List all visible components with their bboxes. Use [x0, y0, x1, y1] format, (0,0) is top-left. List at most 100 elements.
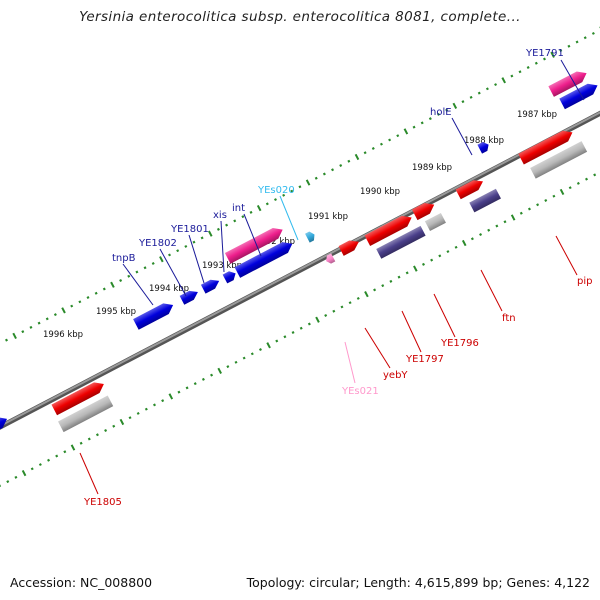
topology-summary: Topology: circular; Length: 4,615,899 bp… [246, 575, 590, 590]
tick-mark-upper [290, 189, 294, 193]
tick-mark-lower [21, 469, 27, 477]
map-title: Yersinia enterocolitica subsp. enterocol… [79, 9, 521, 25]
tick-mark-lower [275, 339, 279, 343]
tick-mark-upper [53, 313, 57, 317]
tick-mark-upper [241, 215, 245, 219]
tick-mark-upper [518, 70, 522, 74]
tick-mark-lower [210, 373, 214, 377]
gene-YEs021 [326, 253, 336, 264]
tick-mark-lower [217, 367, 222, 374]
tick-mark-lower [559, 188, 565, 196]
tick-mark-lower [242, 356, 246, 360]
kbp-label: 1991 kbp [308, 212, 348, 222]
tick-mark-lower [527, 207, 531, 211]
gene-rna-upper [224, 228, 283, 264]
tick-mark-upper [575, 40, 579, 44]
tick-mark-upper [363, 151, 367, 155]
tick-mark-lower [30, 467, 34, 471]
gene-YE1805 [51, 382, 104, 416]
kbp-label: 1988 kbp [464, 136, 504, 146]
tick-mark-lower [70, 444, 76, 451]
leader-line [188, 234, 205, 284]
tick-mark-lower [487, 228, 491, 232]
tick-mark-lower [104, 428, 108, 432]
tick-mark-upper [420, 121, 424, 125]
gene-label-YE1796: YE1796 [440, 338, 479, 349]
tick-mark-upper [526, 66, 530, 70]
kbp-label: 1990 kbp [360, 187, 400, 197]
tick-mark-upper [494, 83, 498, 87]
gene-label-YE1802: YE1802 [138, 238, 177, 249]
gene-YE1796-shadow [424, 212, 446, 232]
leader-line [279, 195, 299, 241]
gene-label-YE1797: YE1797 [405, 354, 444, 365]
tick-mark-upper [249, 210, 253, 214]
tick-mark-upper [168, 253, 172, 257]
gene-YE1791 [559, 83, 598, 110]
kbp-label: 1987 kbp [517, 110, 557, 120]
tick-mark-upper [61, 307, 66, 314]
tick-mark-lower [168, 393, 174, 400]
leader-line [79, 452, 99, 495]
tick-mark-upper [256, 204, 262, 212]
tick-mark-lower [79, 441, 83, 445]
tick-mark-upper [78, 300, 82, 304]
tick-mark-upper [21, 330, 25, 334]
tick-mark-upper [542, 57, 546, 61]
tick-mark-upper [305, 179, 311, 186]
feature-arrow [200, 279, 220, 294]
tick-mark-upper [591, 31, 595, 35]
tick-mark-lower [446, 250, 450, 254]
gene-label-int: int [232, 203, 245, 214]
gene-YE1797 [364, 215, 412, 246]
tick-mark-upper [314, 176, 318, 180]
tick-mark-upper [371, 146, 375, 150]
tick-mark-lower [185, 386, 189, 390]
gene-label-yebY: yebY [383, 370, 408, 381]
tick-mark-upper [485, 87, 489, 91]
leader-line [433, 293, 456, 338]
tick-mark-upper [428, 117, 432, 121]
tick-mark-upper [354, 153, 360, 161]
tick-mark-upper [452, 102, 458, 109]
tick-mark-upper [322, 172, 326, 176]
tick-mark-lower [324, 313, 328, 317]
kbp-label: 1993 kbp [202, 261, 242, 271]
tick-mark-upper [331, 168, 335, 172]
tick-mark-lower [95, 433, 99, 437]
tick-mark-upper [225, 223, 229, 227]
tick-mark-lower [234, 360, 238, 364]
feature-arrow [376, 225, 426, 259]
feature-arrow [133, 303, 174, 330]
tick-mark-upper [216, 227, 220, 231]
tick-mark-lower [544, 198, 548, 202]
gene-yebY [338, 240, 359, 256]
tick-mark-lower [348, 301, 352, 305]
gene-label-YEs020: YEs020 [257, 185, 295, 196]
tick-mark-upper [412, 125, 416, 129]
tick-mark-lower [87, 437, 91, 441]
tick-mark-lower [119, 418, 125, 426]
feature-arrow [51, 382, 104, 416]
tick-mark-upper [233, 219, 237, 223]
tick-mark-lower [201, 377, 205, 381]
leader-line [243, 213, 262, 257]
tick-mark-lower [128, 416, 132, 420]
tick-mark-lower [552, 194, 556, 198]
gene-pip [518, 130, 573, 165]
tick-mark-lower [161, 399, 165, 403]
tick-mark-lower [266, 342, 271, 349]
feature-arrow [411, 202, 435, 221]
tick-mark-upper [534, 61, 538, 65]
tick-mark-lower [55, 454, 59, 458]
tick-mark-lower [381, 284, 385, 288]
tick-mark-lower [14, 475, 18, 479]
feature-arrow [424, 212, 446, 232]
gene-label-holE: holE [430, 107, 452, 118]
tick-mark-lower [112, 424, 116, 428]
tick-mark-upper [86, 296, 90, 300]
accession-label: Accession: NC_008800 [10, 575, 153, 590]
kbp-label: 1992 kbp [255, 237, 295, 247]
gene-YE1797-shadow [376, 225, 426, 259]
kbp-label: 1994 kbp [149, 284, 189, 294]
